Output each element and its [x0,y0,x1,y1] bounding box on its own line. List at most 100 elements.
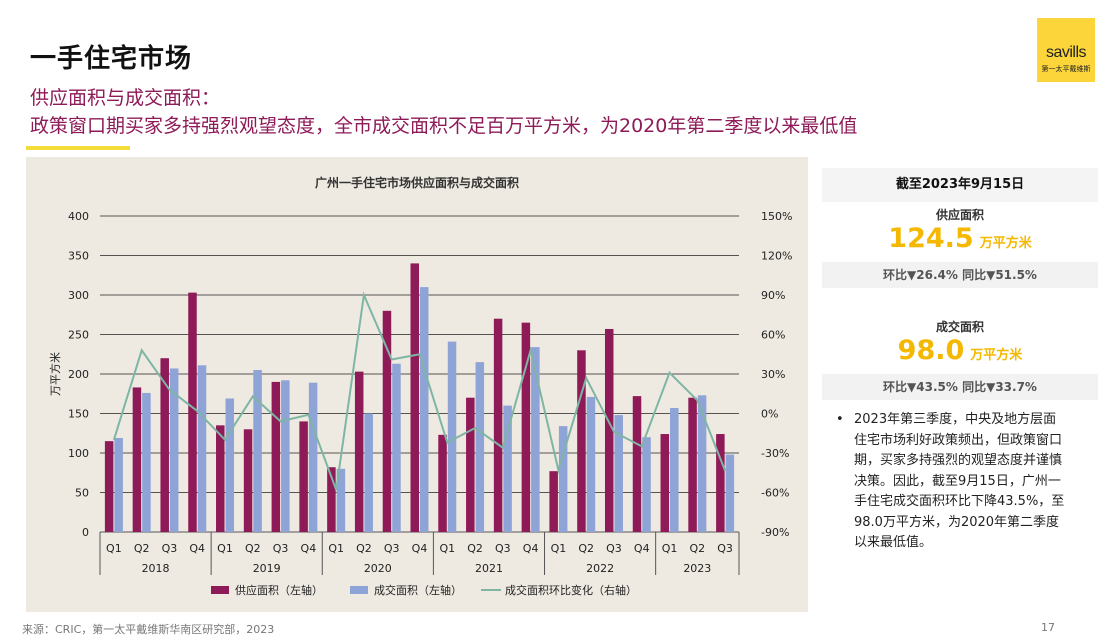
y2-tick-label: 0% [761,408,778,421]
year-label: 2018 [142,562,170,575]
supply-value: 124.5 [888,223,974,254]
legend-transaction-swatch [350,586,368,594]
year-label: 2023 [683,562,711,575]
y-axis-label: 万平方米 [48,352,62,396]
x-tick-label: Q3 [606,542,622,555]
x-tick-label: Q4 [189,542,205,555]
x-tick-label: Q4 [412,542,428,555]
supply-change: 环比▼26.4% 同比▼51.5% [822,262,1098,288]
summary-date-header: 截至2023年9月15日 [822,168,1098,202]
year-label: 2021 [475,562,503,575]
commentary-line: 手住宅成交面积环比下降43.5%，至 [854,494,1065,509]
subtitle-line-1: 供应面积与成交面积： [30,87,221,109]
x-tick-label: Q2 [245,542,261,555]
subtitle-line-2: 政策窗口期买家多持强烈观望态度，全市成交面积不足百万平方米，为2020年第二季度… [30,115,858,137]
combo-chart: 广州一手住宅市场供应面积与成交面积 0 50 100 150 200 250 300 350 40… [48,175,792,597]
y2-tick-label: -90% [761,526,789,539]
commentary-line: 决策。因此，截至9月15日，广州一 [854,473,1061,489]
supply-bar [382,310,392,532]
y-tick-label: 0 [82,526,89,539]
supply-bar [493,318,503,532]
y-tick-label: 100 [68,447,89,460]
x-tick-label: Q2 [578,542,594,555]
chart-panel: 广州一手住宅市场供应面积与成交面积 0 50 100 150 200 250 300 350 40… [26,157,808,612]
supply-bar [549,471,558,532]
x-tick-label: Q3 [162,542,178,555]
supply-bar [271,381,281,532]
summary-panel: 截至2023年9月15日 供应面积 124.5 万平方米 环比▼26.4% 同比▼… [822,168,1098,580]
commentary-line: 以来最低值。 [854,535,933,550]
y-tick-label: 300 [68,289,89,302]
x-tick-label: Q1 [439,542,455,555]
y-tick-label: 200 [68,368,89,381]
x-tick-label: Q1 [217,542,233,555]
x-tick-label: Q4 [523,542,539,555]
commentary-bullet: • 2023年第三季度，中央及地方层面 住宅市场利好政策频出，但政策窗口 期，买… [822,410,1098,554]
year-label: 2019 [253,562,281,575]
x-tick-label: Q2 [689,542,705,555]
x-tick-label: Q3 [495,542,511,555]
transaction-bar [586,396,596,532]
x-tick-label: Q4 [301,542,317,555]
transaction-bar [697,395,707,532]
transaction-bar [475,362,485,532]
supply-unit: 万平方米 [979,236,1032,251]
y-tick-label: 250 [68,329,89,342]
y2-tick-label: 30% [761,368,785,381]
legend-qoq-change-label: 成交面积环比变化（右轴） [505,583,637,597]
transaction-label: 成交面积 [935,320,984,334]
supply-bar [577,350,586,532]
transaction-change: 环比▼43.5% 同比▼33.7% [822,374,1098,400]
supply-bar [716,434,725,532]
x-tick-label: Q3 [717,542,733,555]
transaction-bar [392,363,401,532]
transaction-bar [558,426,568,532]
y-tick-label: 350 [68,250,89,263]
transaction-bar [531,347,540,532]
logo-wordmark: savills [1045,44,1087,61]
x-tick-label: Q1 [662,542,678,555]
year-label: 2022 [586,562,614,575]
supply-bar [299,421,308,532]
supply-bar [521,322,531,532]
logo-subtext: 第一太平戴维斯 [1041,65,1091,73]
y2-tick-label: -30% [761,447,789,460]
supply-label: 供应面积 [935,208,984,222]
x-tick-label: Q2 [356,542,372,555]
supply-bar [132,387,142,532]
x-tick-label: Q3 [384,542,400,555]
y-tick-label: 400 [68,210,89,223]
year-label: 2020 [364,562,392,575]
supply-bar [688,397,697,532]
supply-bar [604,328,614,532]
transaction-bar [642,437,651,532]
y-tick-label: 50 [75,487,89,500]
supply-bar [188,292,197,532]
transaction-bar [364,413,373,532]
transaction-bar [225,398,235,532]
supply-bar [160,358,169,532]
x-tick-label: Q1 [328,542,344,555]
supply-bar [216,425,225,532]
transaction-unit: 万平方米 [970,348,1023,363]
transaction-bar [614,415,623,532]
qoq-change-line [112,291,727,491]
transaction-bar [420,287,429,532]
source-note: 来源：CRIC，第一太平戴维斯华南区研究部，2023 [22,623,275,636]
x-tick-label: Q1 [551,542,567,555]
commentary-line: 98.0万平方米，为2020年第二季度 [854,514,1060,530]
commentary-line: 住宅市场利好政策频出，但政策窗口 [854,432,1063,448]
title-underline [26,146,130,150]
transaction-bar [253,370,262,532]
transaction-bar [114,437,123,532]
transaction-bar [281,380,290,532]
y2-tick-label: 90% [761,289,785,302]
commentary-line: 期，买家多持强烈的观望态度并谨慎 [854,453,1063,468]
x-tick-label: Q2 [134,542,150,555]
supply-bar [104,441,114,532]
transaction-bar [169,368,179,532]
x-tick-label: Q2 [467,542,483,555]
supply-bar [354,371,364,532]
supply-bar [327,467,336,532]
transaction-bar [197,365,207,532]
